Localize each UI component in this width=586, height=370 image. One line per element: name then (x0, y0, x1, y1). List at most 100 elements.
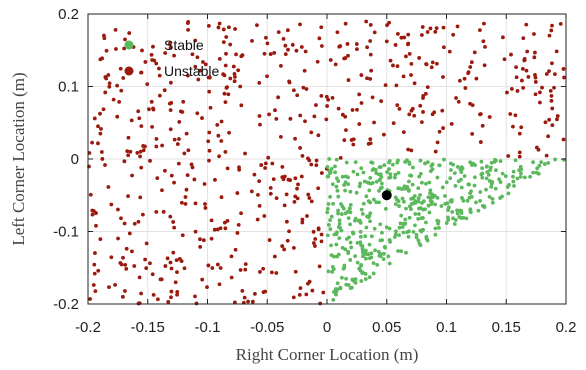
unstable-point (544, 72, 549, 76)
x-tick-label: -0.15 (131, 319, 165, 336)
unstable-point (168, 80, 173, 85)
stable-point (444, 180, 449, 185)
unstable-point (388, 58, 393, 63)
stable-point (497, 177, 501, 182)
unstable-point (534, 145, 539, 150)
stable-point (528, 174, 532, 179)
unstable-point (138, 149, 143, 154)
unstable-point (533, 75, 538, 80)
unstable-point (401, 130, 406, 135)
unstable-point (207, 158, 211, 163)
unstable-point (272, 254, 277, 259)
x-tick-label: -0.1 (195, 319, 221, 336)
stable-point (397, 225, 402, 230)
unstable-point (300, 153, 305, 158)
unstable-point (235, 191, 240, 195)
stable-point (363, 248, 368, 253)
unstable-point (222, 91, 227, 96)
unstable-point (418, 103, 423, 108)
unstable-point (279, 63, 283, 68)
stable-point (531, 170, 536, 175)
unstable-point (257, 114, 262, 118)
unstable-point (520, 66, 525, 71)
unstable-point (537, 90, 542, 95)
stable-point (382, 251, 386, 256)
stable-point (400, 196, 405, 201)
stable-point (331, 201, 335, 206)
unstable-point (180, 110, 185, 114)
stable-point (380, 238, 385, 243)
stable-point (500, 194, 504, 199)
unstable-point (440, 108, 445, 113)
stable-point (366, 180, 370, 185)
unstable-point (249, 189, 254, 194)
unstable-point (399, 35, 404, 40)
stable-point (369, 160, 374, 165)
unstable-point (295, 93, 300, 98)
stable-point (531, 160, 535, 165)
stable-point (515, 176, 520, 181)
stable-point (485, 164, 489, 169)
stable-point (355, 260, 360, 265)
stable-point (353, 280, 358, 285)
unstable-point (548, 89, 553, 93)
unstable-point (109, 255, 114, 260)
unstable-point (288, 178, 293, 183)
unstable-point (168, 260, 173, 265)
stable-point (535, 166, 540, 171)
unstable-point (94, 223, 98, 228)
stable-point (511, 179, 516, 184)
unstable-point (150, 124, 154, 129)
unstable-point (517, 154, 522, 159)
stable-point (346, 249, 351, 254)
unstable-point (141, 148, 146, 153)
stable-point (478, 199, 482, 203)
unstable-point (293, 269, 298, 274)
unstable-point (304, 87, 309, 91)
unstable-point (117, 99, 122, 104)
stable-point (325, 165, 330, 169)
stable-point (367, 275, 372, 280)
unstable-point (300, 217, 305, 222)
unstable-point (538, 100, 542, 105)
unstable-point (171, 250, 176, 255)
stable-point (465, 198, 470, 203)
unstable-point (283, 52, 288, 57)
stable-point (513, 158, 518, 163)
unstable-point (93, 289, 98, 293)
unstable-point (229, 275, 234, 280)
unstable-point (127, 231, 132, 236)
stable-point (428, 188, 433, 193)
stable-point (467, 182, 472, 187)
unstable-point (409, 73, 413, 77)
unstable-point (218, 266, 223, 270)
unstable-point (172, 180, 176, 185)
stable-point (518, 164, 523, 169)
stable-point (511, 174, 515, 179)
unstable-point (409, 61, 414, 66)
unstable-point (232, 74, 237, 79)
unstable-point (532, 32, 536, 36)
stable-point (402, 184, 407, 189)
unstable-point (319, 93, 324, 98)
stable-point (377, 200, 381, 205)
unstable-point (207, 89, 212, 94)
unstable-point (385, 23, 389, 28)
stable-point (337, 221, 342, 226)
stable-point (442, 157, 446, 162)
stable-point (359, 166, 364, 171)
stable-point (455, 211, 460, 216)
stable-point (346, 182, 351, 187)
unstable-point (273, 108, 277, 113)
stable-point (490, 180, 495, 184)
unstable-point (330, 95, 335, 100)
stable-point (393, 202, 398, 207)
unstable-point (116, 236, 120, 241)
unstable-point (287, 80, 292, 85)
unstable-point (115, 83, 120, 88)
unstable-point (195, 111, 200, 116)
stable-point (409, 197, 414, 201)
unstable-point (190, 165, 195, 170)
unstable-point (183, 195, 188, 199)
x-tick-label: 0 (323, 319, 331, 336)
